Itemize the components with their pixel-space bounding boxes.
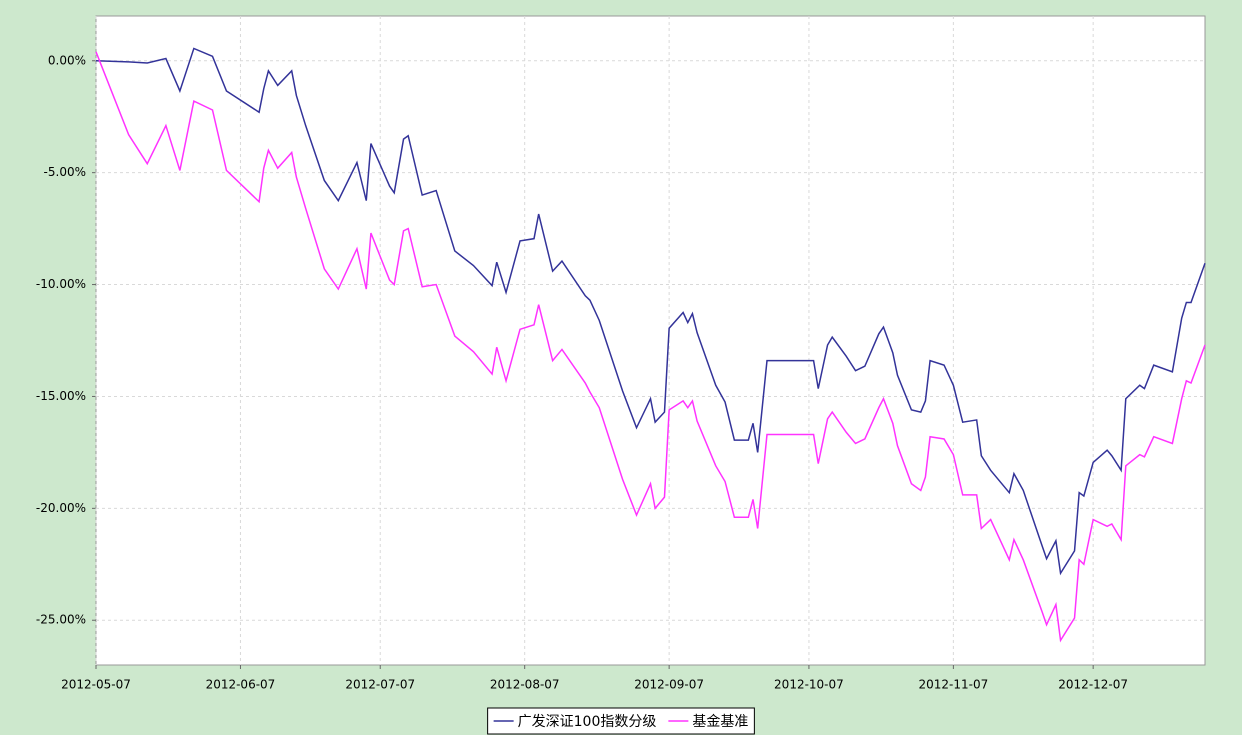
x-tick-label: 2012-08-07	[490, 678, 560, 692]
y-tick-label: -25.00%	[36, 613, 86, 627]
series-line	[95, 51, 1206, 643]
y-tick-label: -20.00%	[36, 501, 86, 515]
x-tick-label: 2012-05-07	[61, 678, 131, 692]
legend-box	[487, 707, 755, 735]
legend: 广发深证100指数分级 基金基准	[487, 707, 755, 735]
y-tick-label: -15.00%	[36, 389, 86, 403]
x-tick-label: 2012-12-07	[1058, 678, 1128, 692]
x-tick-label: 2012-10-07	[774, 678, 844, 692]
y-tick-label: 0.00%	[48, 53, 86, 67]
y-tick-label: -10.00%	[36, 277, 86, 291]
x-tick-label: 2012-06-07	[206, 678, 276, 692]
legend-label: 广发深证100指数分级	[518, 714, 657, 730]
series-line	[95, 47, 1206, 576]
plot-area	[95, 15, 1206, 666]
legend-label: 基金基准	[692, 713, 748, 730]
x-tick-label: 2012-11-07	[919, 678, 989, 692]
x-tick-label: 2012-07-07	[345, 678, 415, 692]
x-tick-label: 2012-09-07	[634, 678, 704, 692]
y-tick-label: -5.00%	[44, 165, 86, 179]
